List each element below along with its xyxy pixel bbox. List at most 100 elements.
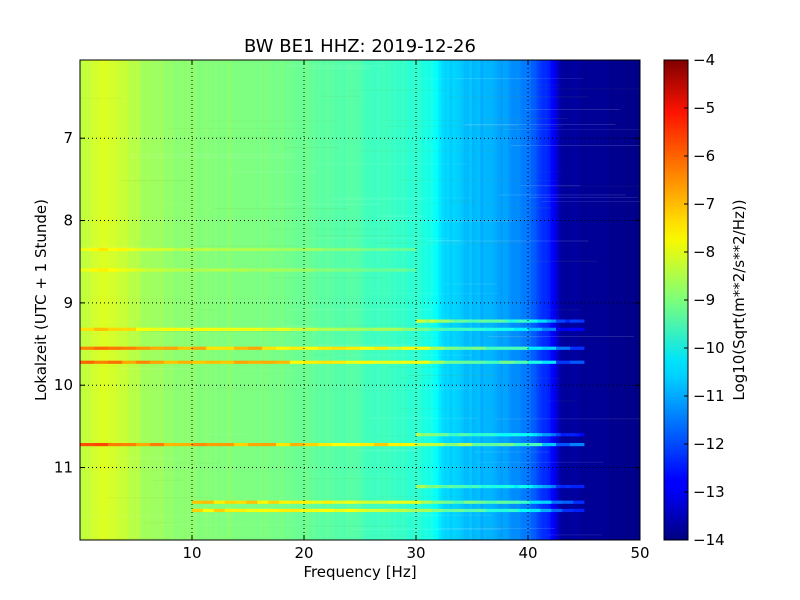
spectrum-column: [200, 60, 204, 540]
noise-streak: [80, 98, 124, 99]
spectral-band: [518, 508, 530, 513]
spectrum-column: [628, 60, 633, 540]
spectral-band: [344, 508, 356, 513]
noise-streak: [311, 163, 470, 165]
spectral-band: [126, 268, 137, 272]
spectrum-column: [248, 60, 252, 540]
spectrum-column: [374, 60, 378, 540]
spectral-band: [439, 433, 445, 437]
spectral-band: [294, 247, 305, 252]
spectrum-column: [396, 60, 400, 540]
spectral-band: [248, 346, 263, 350]
spectral-band: [514, 442, 529, 447]
spectral-band: [420, 500, 432, 504]
spectral-band: [285, 268, 296, 272]
x-tick-label: 20: [294, 544, 313, 562]
spectral-band: [431, 508, 443, 513]
spectral-band: [206, 346, 221, 350]
noise-streak: [368, 292, 500, 294]
spectral-band: [528, 346, 543, 350]
spectral-band: [448, 319, 454, 323]
spectral-band: [192, 500, 204, 504]
spectrum-column: [477, 60, 481, 540]
spectral-band: [234, 346, 249, 350]
spectral-band: [201, 247, 212, 252]
x-tick-label: 50: [630, 544, 649, 562]
spectral-band: [150, 442, 165, 447]
spectrum-column: [203, 60, 207, 540]
spectral-band: [290, 500, 302, 504]
spectral-band: [406, 268, 417, 272]
spectral-band: [262, 327, 277, 331]
spectral-band: [150, 327, 165, 331]
spectral-band: [350, 247, 361, 252]
spectral-band: [532, 319, 538, 323]
spectrum-column: [208, 60, 213, 540]
spectral-band: [238, 268, 249, 272]
spectral-band: [467, 484, 473, 489]
spectral-band: [560, 433, 566, 437]
spectral-band: [500, 433, 506, 437]
spectrum-column: [458, 60, 462, 540]
spectrum-column: [186, 60, 190, 540]
noise-streak: [452, 200, 476, 202]
spectral-band: [234, 442, 249, 447]
spectrum-column: [455, 60, 459, 540]
spectral-band: [486, 484, 492, 489]
spectral-band: [444, 442, 459, 447]
spectral-band: [551, 500, 563, 504]
spectral-band: [311, 508, 324, 513]
spectral-band: [98, 268, 109, 272]
spectrum-column: [136, 60, 140, 540]
spectral-band: [154, 247, 165, 252]
spectral-band: [462, 484, 468, 489]
spectral-band: [164, 346, 179, 350]
spectrum-column: [446, 60, 451, 540]
x-axis-label: Frequency [Hz]: [303, 563, 416, 581]
chart-title: BW BE1 HHZ: 2019-12-26: [244, 36, 476, 57]
spectral-band: [495, 319, 501, 323]
spectral-band: [108, 346, 123, 350]
spectral-band: [425, 433, 431, 437]
spectrum-column: [547, 60, 551, 540]
spectral-band: [574, 484, 580, 489]
spectral-band: [528, 442, 543, 447]
spectrum-column: [553, 60, 557, 540]
spectral-band: [528, 484, 534, 489]
spectrum-column: [124, 60, 129, 540]
noise-streak: [487, 336, 634, 337]
spectral-band: [439, 319, 445, 323]
spectral-band: [248, 247, 258, 252]
noise-streak: [502, 207, 552, 209]
spectrum-column: [94, 60, 98, 540]
spectrum-column: [424, 60, 428, 540]
noise-streak: [300, 237, 450, 239]
noise-streak: [401, 377, 562, 379]
spectral-band: [290, 346, 305, 350]
spectrum-column: [351, 60, 355, 540]
spectral-band: [268, 508, 280, 513]
spectral-band: [355, 508, 367, 513]
spectrum-column: [508, 60, 512, 540]
spectral-band: [192, 508, 204, 513]
spectrum-column: [250, 60, 255, 540]
spectrum-column: [542, 60, 546, 540]
spectral-band: [332, 327, 347, 331]
noise-streak: [502, 129, 639, 130]
spectral-band: [318, 360, 333, 364]
spectral-band: [406, 247, 417, 252]
noise-streak: [494, 418, 640, 420]
spectrum-column: [122, 60, 126, 540]
spectrum-column: [113, 60, 117, 540]
spectral-band: [262, 346, 277, 350]
spectral-band: [528, 433, 534, 437]
spectral-band: [346, 346, 361, 350]
spectral-band: [430, 484, 436, 489]
noise-streak: [195, 300, 328, 302]
spectral-band: [565, 484, 571, 489]
spectral-band: [573, 508, 585, 513]
spectral-band: [402, 360, 417, 364]
spectral-band: [532, 433, 538, 437]
spectral-band: [476, 433, 482, 437]
